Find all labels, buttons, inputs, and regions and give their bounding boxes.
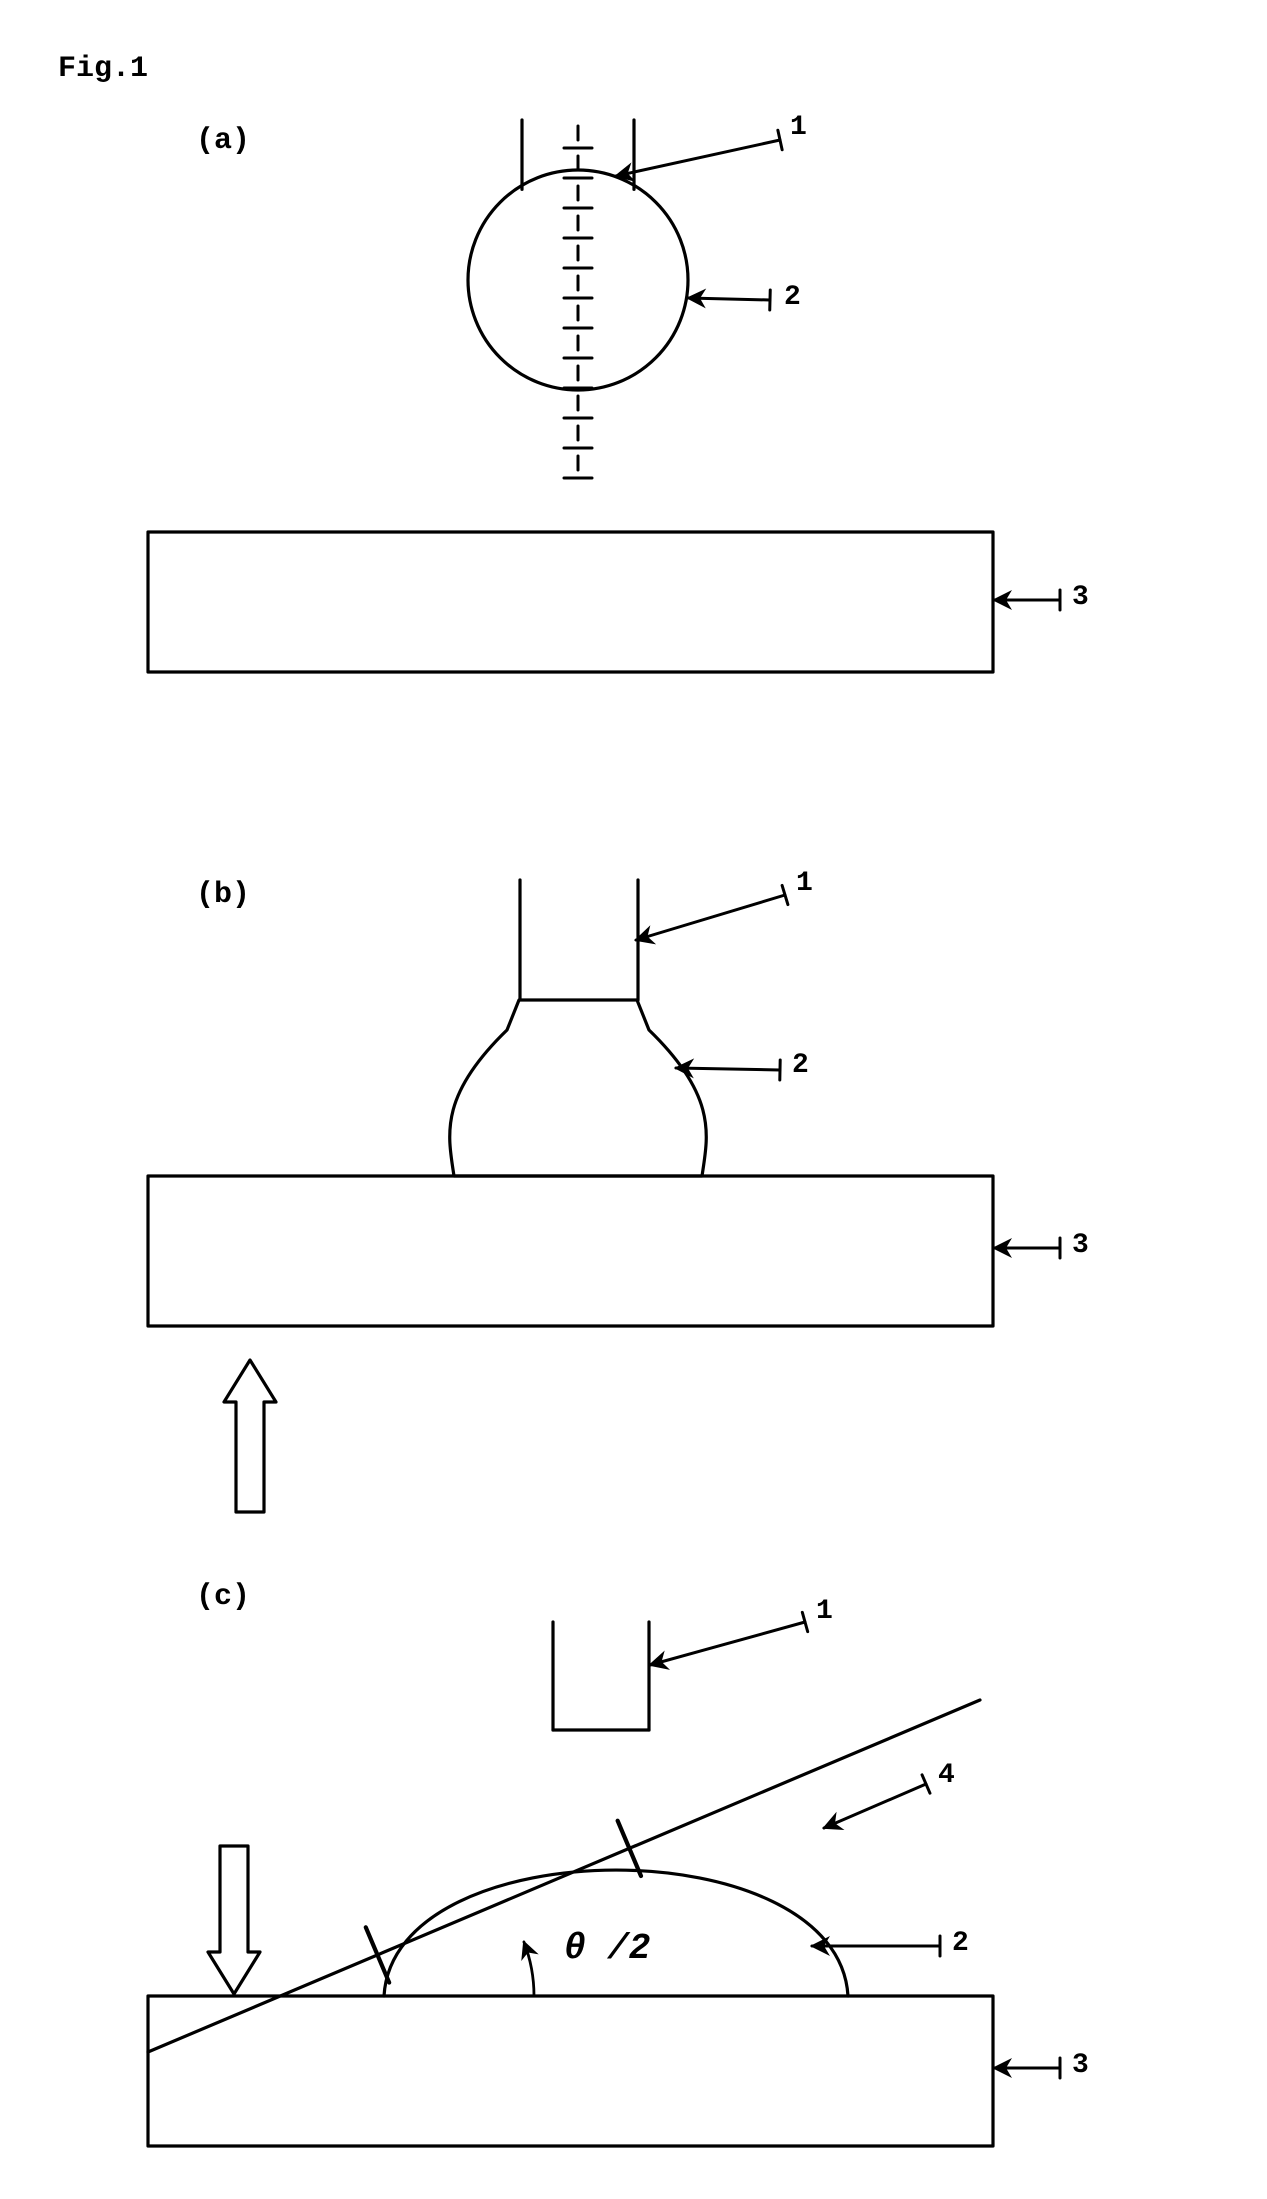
figure-stage: Fig.1 (a) (b) (c) 1 2 3 1 2 3 1 4 2 3 θ … — [0, 0, 1267, 2199]
diagram-svg — [0, 0, 1267, 2199]
